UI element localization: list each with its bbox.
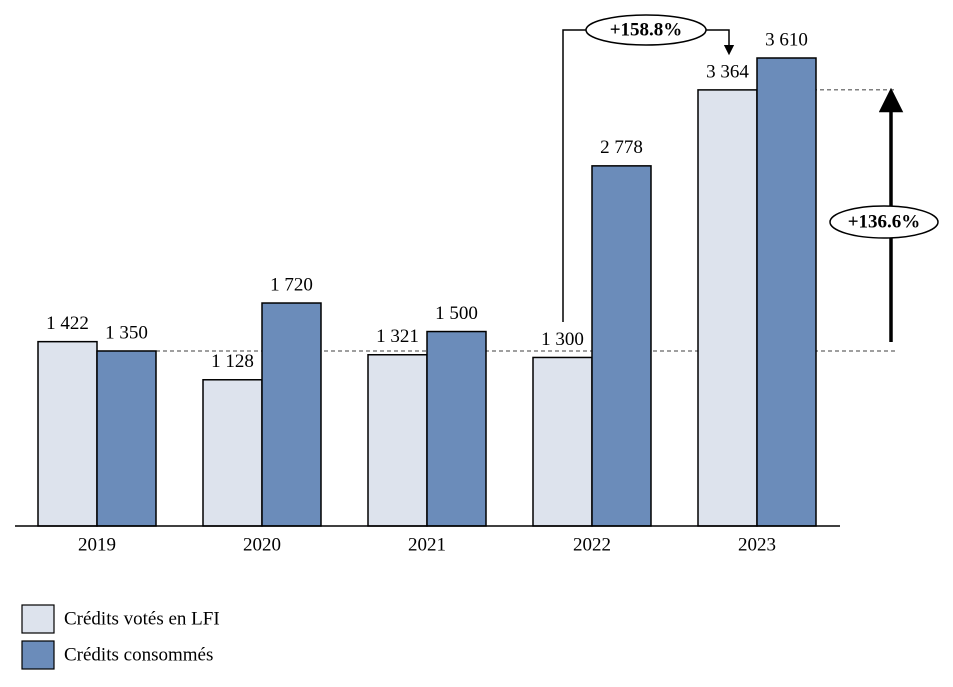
value-label: 3 364 bbox=[706, 61, 749, 82]
bar bbox=[367, 353, 428, 527]
bar bbox=[426, 330, 487, 527]
value-label: 1 422 bbox=[46, 313, 89, 334]
value-label: 1 321 bbox=[376, 326, 419, 347]
annotation: +136.6% bbox=[848, 211, 921, 232]
annotation-158: +158.8% bbox=[562, 14, 735, 322]
bar bbox=[697, 89, 758, 527]
bracket bbox=[562, 29, 586, 322]
value-label: 1 500 bbox=[435, 303, 478, 324]
annotation-136: +136.6% bbox=[829, 87, 939, 342]
legend-label: Crédits votés en LFI bbox=[64, 608, 220, 629]
bar bbox=[37, 340, 98, 527]
bar bbox=[532, 356, 593, 527]
value-label: 3 610 bbox=[765, 29, 808, 50]
x-tick-label: 2021 bbox=[408, 534, 446, 555]
value-label: 1 720 bbox=[270, 274, 313, 295]
annotation-ellipse bbox=[585, 14, 707, 46]
x-tick-label: 2019 bbox=[78, 534, 116, 555]
x-tick-label: 2023 bbox=[738, 534, 776, 555]
bar bbox=[96, 350, 157, 527]
legend-swatch bbox=[21, 640, 55, 670]
annotation-ellipse bbox=[829, 205, 939, 239]
value-label: 1 128 bbox=[211, 351, 254, 372]
value-label: 1 350 bbox=[105, 322, 148, 343]
bar bbox=[591, 165, 652, 527]
legend-swatch bbox=[21, 604, 55, 634]
value-label: 2 778 bbox=[600, 137, 643, 158]
x-tick-label: 2022 bbox=[573, 534, 611, 555]
x-tick-label: 2020 bbox=[243, 534, 281, 555]
legend-label: Crédits consommés bbox=[64, 644, 213, 665]
value-label: 1 300 bbox=[541, 329, 584, 350]
bar bbox=[202, 379, 263, 527]
bar bbox=[756, 57, 817, 527]
bracket-arrow bbox=[706, 29, 735, 56]
bar bbox=[261, 302, 322, 527]
annotation: +158.8% bbox=[610, 19, 683, 40]
